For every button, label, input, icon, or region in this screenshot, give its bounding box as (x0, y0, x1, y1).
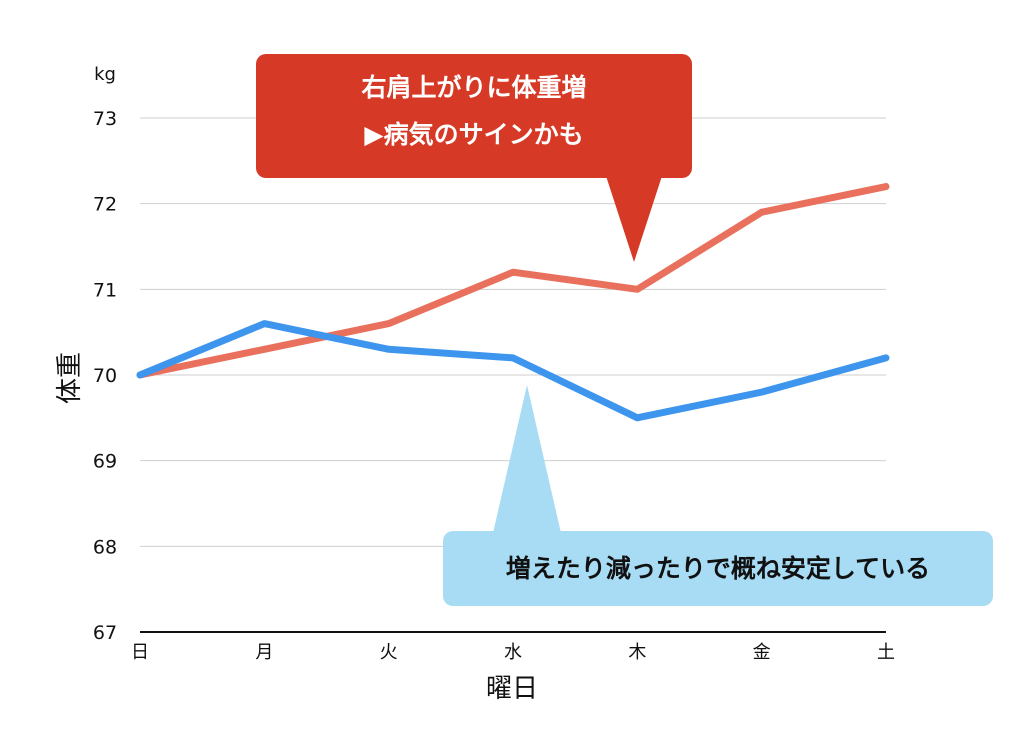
x-tick-label: 日 (131, 642, 149, 663)
y-axis-title: 体重 (55, 352, 85, 404)
annotation-blue: 増えたり減ったりで概ね安定している (443, 385, 993, 606)
x-tick-label: 土 (877, 642, 895, 663)
y-tick-label: 69 (93, 451, 117, 473)
annotation-red-line-1: 右肩上がりに体重増 (361, 73, 586, 102)
x-tick-label: 木 (628, 642, 646, 663)
x-tick-label: 月 (255, 642, 273, 663)
annotation-blue-pointer (493, 385, 561, 533)
series-line-0 (140, 187, 886, 375)
y-tick-labels: 67 68 69 70 71 72 73 (93, 108, 117, 644)
annotation-blue-line-1: 増えたり減ったりで概ね安定している (506, 554, 930, 583)
x-tick-label: 水 (504, 642, 522, 663)
y-tick-label: 73 (93, 108, 117, 130)
y-tick-label: 72 (93, 194, 117, 216)
annotation-red-pointer (606, 176, 662, 262)
y-tick-label: 71 (93, 279, 117, 301)
x-tick-label: 金 (753, 642, 771, 663)
x-tick-label: 火 (380, 642, 398, 663)
y-tick-label: 70 (93, 365, 117, 387)
x-axis-title: 曜日 (486, 674, 538, 704)
x-tick-labels: 日月火水木金土 (131, 642, 895, 663)
y-unit-label: kg (94, 64, 116, 85)
annotation-red: 右肩上がりに体重増 ▶病気のサインかも (256, 54, 692, 262)
y-tick-label: 67 (93, 622, 117, 644)
series-lines (140, 186, 886, 418)
y-tick-label: 68 (93, 536, 117, 558)
annotation-red-line-2: ▶病気のサインかも (364, 120, 583, 149)
series-line-1 (140, 324, 886, 418)
